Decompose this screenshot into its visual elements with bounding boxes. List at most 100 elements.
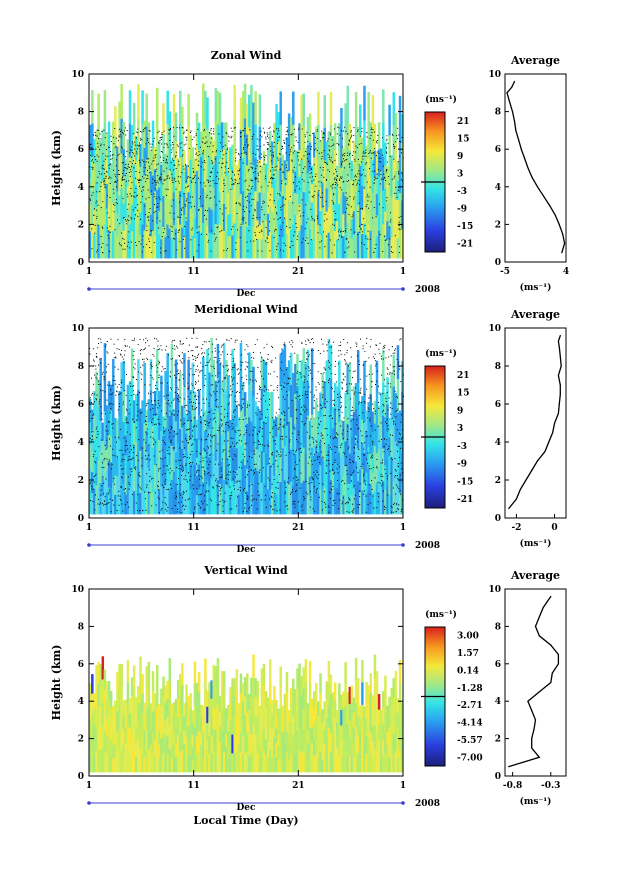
contour-dot [401, 472, 403, 474]
heatmap-cell [181, 106, 184, 138]
contour-dot [185, 164, 186, 166]
heatmap-cell [250, 452, 253, 484]
contour-dot [159, 137, 161, 139]
contour-dot [286, 126, 288, 128]
heatmap-cell [141, 190, 144, 225]
contour-dot [263, 422, 265, 424]
contour-dot [273, 130, 275, 132]
contour-dot [187, 396, 189, 398]
contour-dot [109, 197, 111, 198]
contour-dot [318, 456, 320, 458]
contour-dot [386, 169, 387, 171]
heatmap-cell [256, 406, 259, 429]
contour-dot [202, 457, 204, 459]
heatmap-cell [187, 93, 190, 128]
contour-dot [194, 205, 195, 207]
contour-dot [335, 153, 337, 155]
contour-dot [329, 378, 330, 380]
contour-dot [125, 173, 127, 174]
heatmap-cell [166, 481, 169, 515]
heatmap-cell [153, 415, 157, 441]
contour-dot [119, 393, 121, 395]
contour-dot [155, 150, 157, 151]
contour-dot [346, 473, 348, 475]
heatmap-cell [262, 236, 266, 259]
contour-dot [270, 495, 272, 497]
contour-dot [206, 196, 208, 198]
contour-dot [266, 362, 268, 364]
heatmap-cell [155, 87, 159, 123]
heatmap-cell [396, 379, 400, 414]
heatmap-cell [107, 381, 111, 409]
heatmap-cell [197, 149, 201, 178]
contour-dot [300, 373, 302, 375]
profile-y-tick-label: 2 [495, 220, 501, 230]
contour-dot [396, 135, 398, 137]
heatmap-cell [384, 441, 387, 466]
contour-dot [95, 134, 97, 136]
heatmap-cell [143, 393, 146, 424]
heatmap-cell [124, 455, 128, 476]
contour-dot [115, 394, 117, 396]
contour-dot [201, 205, 203, 207]
contour-dot [356, 147, 358, 149]
contour-dot [336, 175, 338, 176]
contour-dot [137, 204, 139, 206]
contour-dot [139, 161, 141, 163]
contour-dot [143, 129, 145, 130]
heatmap-cell [237, 160, 241, 181]
heatmap-cell [323, 434, 326, 462]
heatmap-cell [369, 394, 372, 425]
contour-dot [345, 228, 347, 230]
contour-dot [295, 484, 297, 486]
heatmap-cell [170, 377, 174, 413]
contour-dot [196, 463, 197, 465]
contour-dot [111, 464, 113, 466]
contour-dot [129, 152, 131, 154]
heatmap-cell [298, 150, 301, 178]
heatmap-cell [155, 348, 159, 383]
contour-dot [242, 361, 244, 363]
heatmap-cell [176, 178, 180, 199]
contour-dot [385, 140, 387, 142]
contour-dot [352, 503, 354, 505]
contour-dot [209, 422, 210, 424]
contour-dot [193, 508, 195, 510]
contour-dot [237, 489, 239, 490]
contour-dot [400, 381, 402, 383]
contour-dot [279, 153, 280, 155]
contour-dot [152, 407, 154, 409]
contour-dot [209, 360, 210, 362]
contour-dot [178, 478, 179, 479]
contour-dot [140, 366, 142, 368]
heatmap-cell [283, 238, 287, 259]
heatmap-cell [292, 401, 295, 430]
heatmap-cell [164, 399, 167, 429]
heatmap-cell [130, 480, 134, 515]
contour-dot [382, 411, 384, 413]
heatmap-cell [105, 427, 109, 450]
heatmap-cell [158, 391, 161, 416]
heatmap-cell [308, 495, 312, 515]
contour-dot [346, 180, 348, 182]
contour-dot [352, 512, 354, 514]
contour-dot [184, 204, 186, 206]
contour-dot [236, 369, 238, 371]
heatmap-cell [166, 224, 169, 259]
heatmap-cell [317, 158, 320, 192]
heatmap-cell [170, 343, 174, 379]
contour-dot [283, 197, 284, 199]
heatmap-cell [168, 199, 172, 230]
contour-dot [267, 185, 269, 187]
contour-dot [351, 155, 353, 156]
heatmap-cell [181, 405, 184, 428]
contour-dot [382, 137, 383, 139]
y-axis-label: Height (km) [50, 130, 63, 206]
contour-dot [148, 130, 150, 131]
contour-dot [365, 238, 367, 240]
contour-dot [196, 250, 198, 252]
contour-dot [305, 340, 307, 342]
heatmap-cell [350, 199, 354, 220]
contour-dot [110, 389, 112, 391]
contour-dot [303, 424, 305, 426]
